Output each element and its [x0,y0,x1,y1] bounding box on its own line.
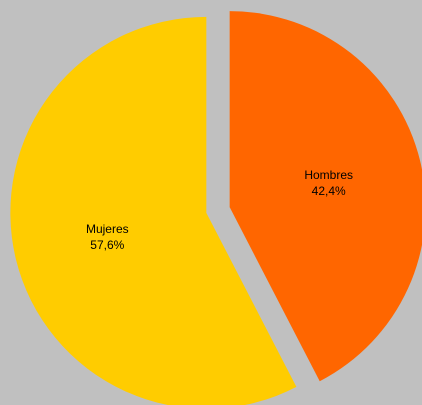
pie-labels: Hombres 42,4% Mujeres 57,6% [86,168,353,252]
slice-value-mujeres: 57,6% [90,238,124,252]
slice-label-hombres: Hombres [304,168,353,182]
pie-slice-mujeres [10,16,297,405]
slice-label-mujeres: Mujeres [86,222,129,236]
pie-slices [10,11,422,405]
slice-value-hombres: 42,4% [312,184,346,198]
pie-slice-hombres [229,11,422,382]
